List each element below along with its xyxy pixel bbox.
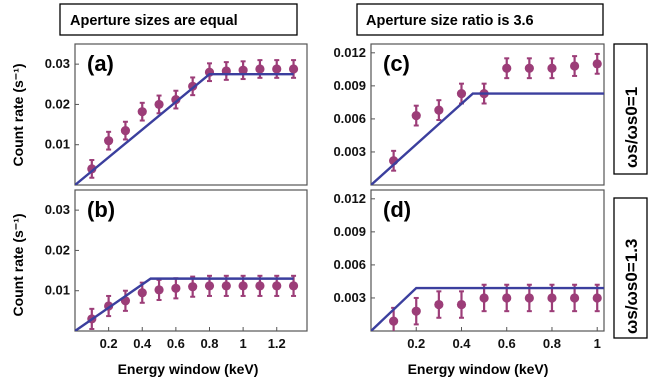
data-point (547, 63, 557, 73)
data-point (221, 281, 231, 291)
panel-a: 0.01 0.02 0.03 (a) (45, 43, 308, 186)
data-point (272, 281, 282, 291)
data-point (434, 299, 444, 310)
side-label-bottom: ωs/ωs0=1.3 (622, 239, 641, 334)
data-point (389, 316, 399, 326)
y-tick-label: 0.02 (45, 96, 70, 111)
data-point (502, 63, 512, 73)
data-point (238, 281, 248, 291)
side-label-top-box (613, 43, 648, 175)
panel-label: (c) (383, 51, 410, 76)
y-tick-label: 0.009 (333, 224, 366, 239)
data-point (87, 164, 97, 174)
data-point (434, 105, 444, 115)
header-right-box (356, 3, 604, 36)
model-line (75, 73, 294, 185)
data-point (524, 63, 534, 73)
y-tick-label: 0.003 (333, 290, 366, 305)
y-tick-label: 0.003 (333, 144, 366, 159)
y-axis-label-top: Count rate (s⁻¹) (10, 63, 26, 166)
panel-frame (370, 43, 605, 186)
y-tick-label: 0.012 (333, 191, 366, 206)
y-tick-label: 0.006 (333, 257, 366, 272)
data-point (411, 111, 421, 121)
y-tick-label: 0.03 (45, 202, 70, 217)
x-tick-label: 1 (594, 336, 601, 351)
data-point (120, 126, 131, 136)
x-tick-label: 0.2 (407, 336, 425, 351)
y-tick-label: 0.009 (333, 78, 366, 93)
data-point (479, 293, 489, 303)
y-tick-label: 0.02 (45, 242, 70, 257)
data-point (272, 64, 282, 74)
panel-d: 0.003 0.006 0.009 0.012 0.2 0.4 0.6 0.8 1 (d) (333, 189, 605, 351)
data-point (171, 283, 181, 293)
data-point (238, 65, 248, 75)
y-tick-label: 0.006 (333, 111, 366, 126)
x-tick-label: 1 (239, 336, 246, 351)
data-point (456, 299, 467, 310)
side-label-top: ωs/ωs0=1 (622, 87, 641, 168)
data-point (154, 99, 164, 110)
panel-frame (74, 189, 308, 332)
data-point (288, 64, 299, 74)
x-axis-label-right: Energy window (keV) (408, 361, 549, 377)
data-point (137, 107, 147, 117)
panel-label: (b) (87, 197, 115, 222)
model-line (371, 286, 604, 331)
panel-label: (d) (383, 197, 411, 222)
data-point (255, 64, 265, 74)
header-left: Aperture sizes are equal (70, 13, 238, 29)
data-point (502, 293, 512, 303)
data-point (204, 281, 215, 291)
x-tick-label: 0.2 (100, 336, 118, 351)
y-tick-label: 0.01 (45, 283, 70, 298)
data-point (569, 61, 580, 71)
x-tick-label: 0.4 (452, 336, 471, 351)
panel-frame (370, 189, 605, 332)
side-label-bottom-box (613, 197, 648, 339)
data-point (547, 293, 557, 303)
model-line (371, 92, 604, 185)
header-right: Aperture size ratio is 3.6 (366, 13, 534, 29)
x-tick-label: 0.4 (133, 336, 152, 351)
panel-label: (a) (87, 51, 114, 76)
x-tick-label: 0.8 (543, 336, 561, 351)
y-axis-label-bottom: Count rate (s⁻¹) (10, 213, 26, 316)
data-point (188, 282, 198, 292)
panel-c: 0.003 0.006 0.009 0.012 (c) (333, 43, 605, 186)
data-point (255, 281, 265, 291)
data-point (288, 281, 299, 291)
panel-b: 0.01 0.02 0.03 0.2 0.4 0.6 0.8 1 1.2 (b) (45, 189, 308, 351)
data-point (592, 293, 602, 303)
data-point (456, 88, 467, 99)
y-tick-label: 0.012 (333, 45, 366, 60)
header-left-box (59, 3, 298, 36)
data-point (137, 288, 147, 298)
data-point (592, 59, 602, 69)
x-tick-label: 0.6 (498, 336, 516, 351)
data-point (411, 306, 421, 316)
data-point (524, 293, 534, 303)
x-tick-label: 1.2 (268, 336, 286, 351)
y-tick-label: 0.01 (45, 137, 70, 152)
data-point (104, 136, 114, 146)
y-tick-label: 0.03 (45, 56, 70, 71)
x-tick-label: 0.6 (167, 336, 185, 351)
data-point (171, 94, 181, 105)
data-point (154, 285, 164, 295)
x-tick-label: 0.8 (200, 336, 218, 351)
x-axis-label-left: Energy window (keV) (118, 361, 259, 377)
panel-frame (74, 43, 308, 186)
model-line (75, 277, 294, 331)
data-point (569, 293, 580, 303)
